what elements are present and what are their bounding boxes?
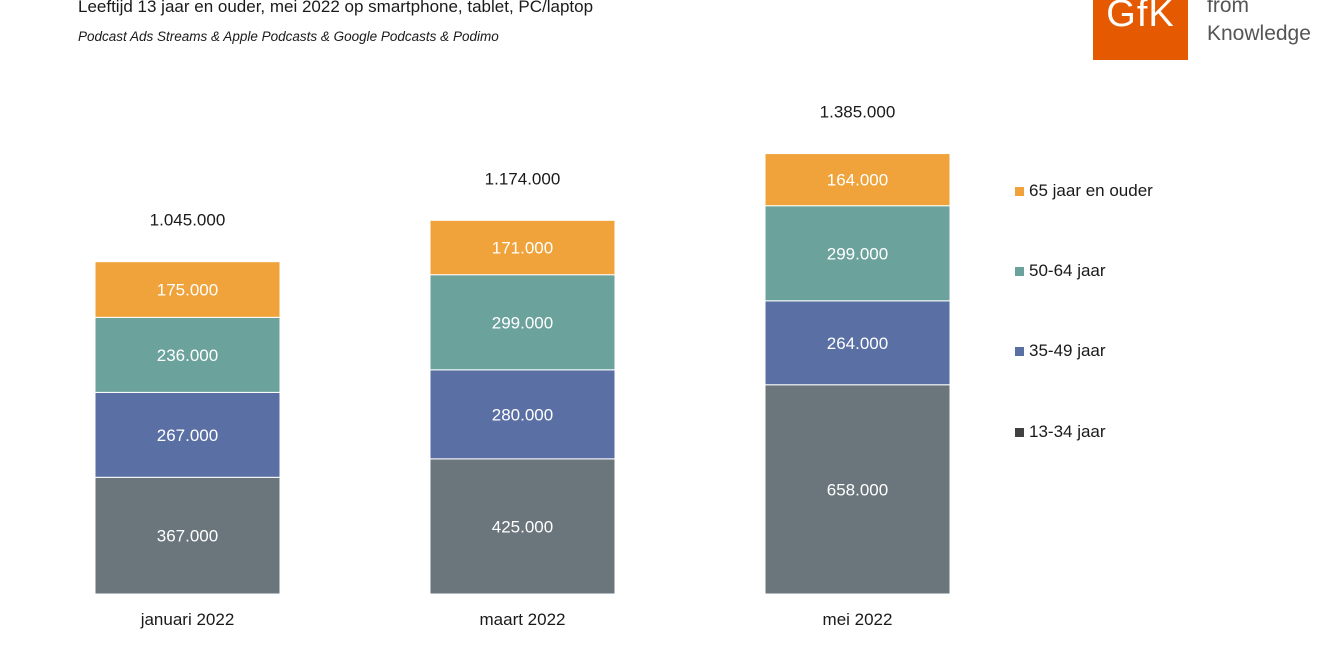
- data-label: 425.000: [492, 517, 553, 536]
- logo-tagline: from Knowledge: [1207, 0, 1311, 48]
- chart-subtitle: Leeftijd 13 jaar en ouder, mei 2022 op s…: [78, 0, 594, 16]
- legend-label-13-34: 13-34 jaar: [1029, 422, 1106, 441]
- legend-item-35-49: 35-49 jaar: [1015, 341, 1106, 361]
- data-label: 267.000: [157, 426, 218, 445]
- data-label: 164.000: [827, 171, 888, 190]
- logo-tagline-line1: from: [1207, 0, 1249, 17]
- total-label: 1.385.000: [820, 103, 896, 122]
- bar-segment-35-49-jaar-2: [429, 369, 616, 460]
- legend-item-50-64: 50-64 jaar: [1015, 261, 1106, 281]
- total-label: 1.045.000: [150, 211, 226, 230]
- chart-source-note: Podcast Ads Streams & Apple Podcasts & G…: [78, 29, 499, 44]
- data-label: 236.000: [157, 346, 218, 365]
- bar-segment-13-34-jaar-1: [94, 476, 281, 595]
- x-axis-tick-label: mei 2022: [823, 610, 893, 629]
- bar-segment-35-49-jaar-3: [764, 300, 951, 386]
- data-label: 264.000: [827, 334, 888, 353]
- bar-segment-50-64-jaar-3: [764, 205, 951, 302]
- legend-item-13-34: 13-34 jaar: [1015, 422, 1106, 442]
- bar-segment-65-jaar-en-ouder-1: [94, 261, 281, 318]
- bar-segment-50-64-jaar-1: [94, 316, 281, 393]
- data-label: 171.000: [492, 239, 553, 258]
- bar-segment-13-34-jaar-3: [764, 384, 951, 595]
- x-axis-tick-label: januari 2022: [140, 610, 235, 629]
- bar-segment-65-jaar-en-ouder-3: [764, 153, 951, 207]
- legend-label-50-64: 50-64 jaar: [1029, 261, 1106, 280]
- logo-tagline-line2: Knowledge: [1207, 22, 1311, 45]
- legend-swatch-13-34: [1015, 427, 1024, 437]
- data-label: 280.000: [492, 405, 553, 424]
- legend-swatch-50-64: [1015, 266, 1024, 276]
- data-label: 299.000: [827, 244, 888, 263]
- legend-label-65-plus: 65 jaar en ouder: [1029, 181, 1153, 200]
- chart-legend: 65 jaar en ouder 50-64 jaar 35-49 jaar 1…: [1015, 0, 1295, 659]
- bar-segment-13-34-jaar-2: [429, 458, 616, 595]
- total-label: 1.174.000: [485, 169, 561, 188]
- bar-segment-35-49-jaar-1: [94, 391, 281, 478]
- bar-segment-65-jaar-en-ouder-2: [429, 219, 616, 276]
- bar-segment-50-64-jaar-2: [429, 274, 616, 371]
- data-label: 658.000: [827, 480, 888, 499]
- data-label: 299.000: [492, 313, 553, 332]
- legend-label-35-49: 35-49 jaar: [1029, 341, 1106, 360]
- gfk-logo-mark: GfK: [1106, 0, 1175, 35]
- legend-swatch-35-49: [1015, 346, 1024, 356]
- data-label: 175.000: [157, 281, 218, 300]
- x-axis-tick-label: maart 2022: [480, 610, 566, 629]
- legend-item-65-plus: 65 jaar en ouder: [1015, 181, 1153, 201]
- legend-swatch-65-plus: [1015, 186, 1024, 196]
- gfk-logo: GfK: [1093, 0, 1188, 60]
- data-label: 367.000: [157, 527, 218, 546]
